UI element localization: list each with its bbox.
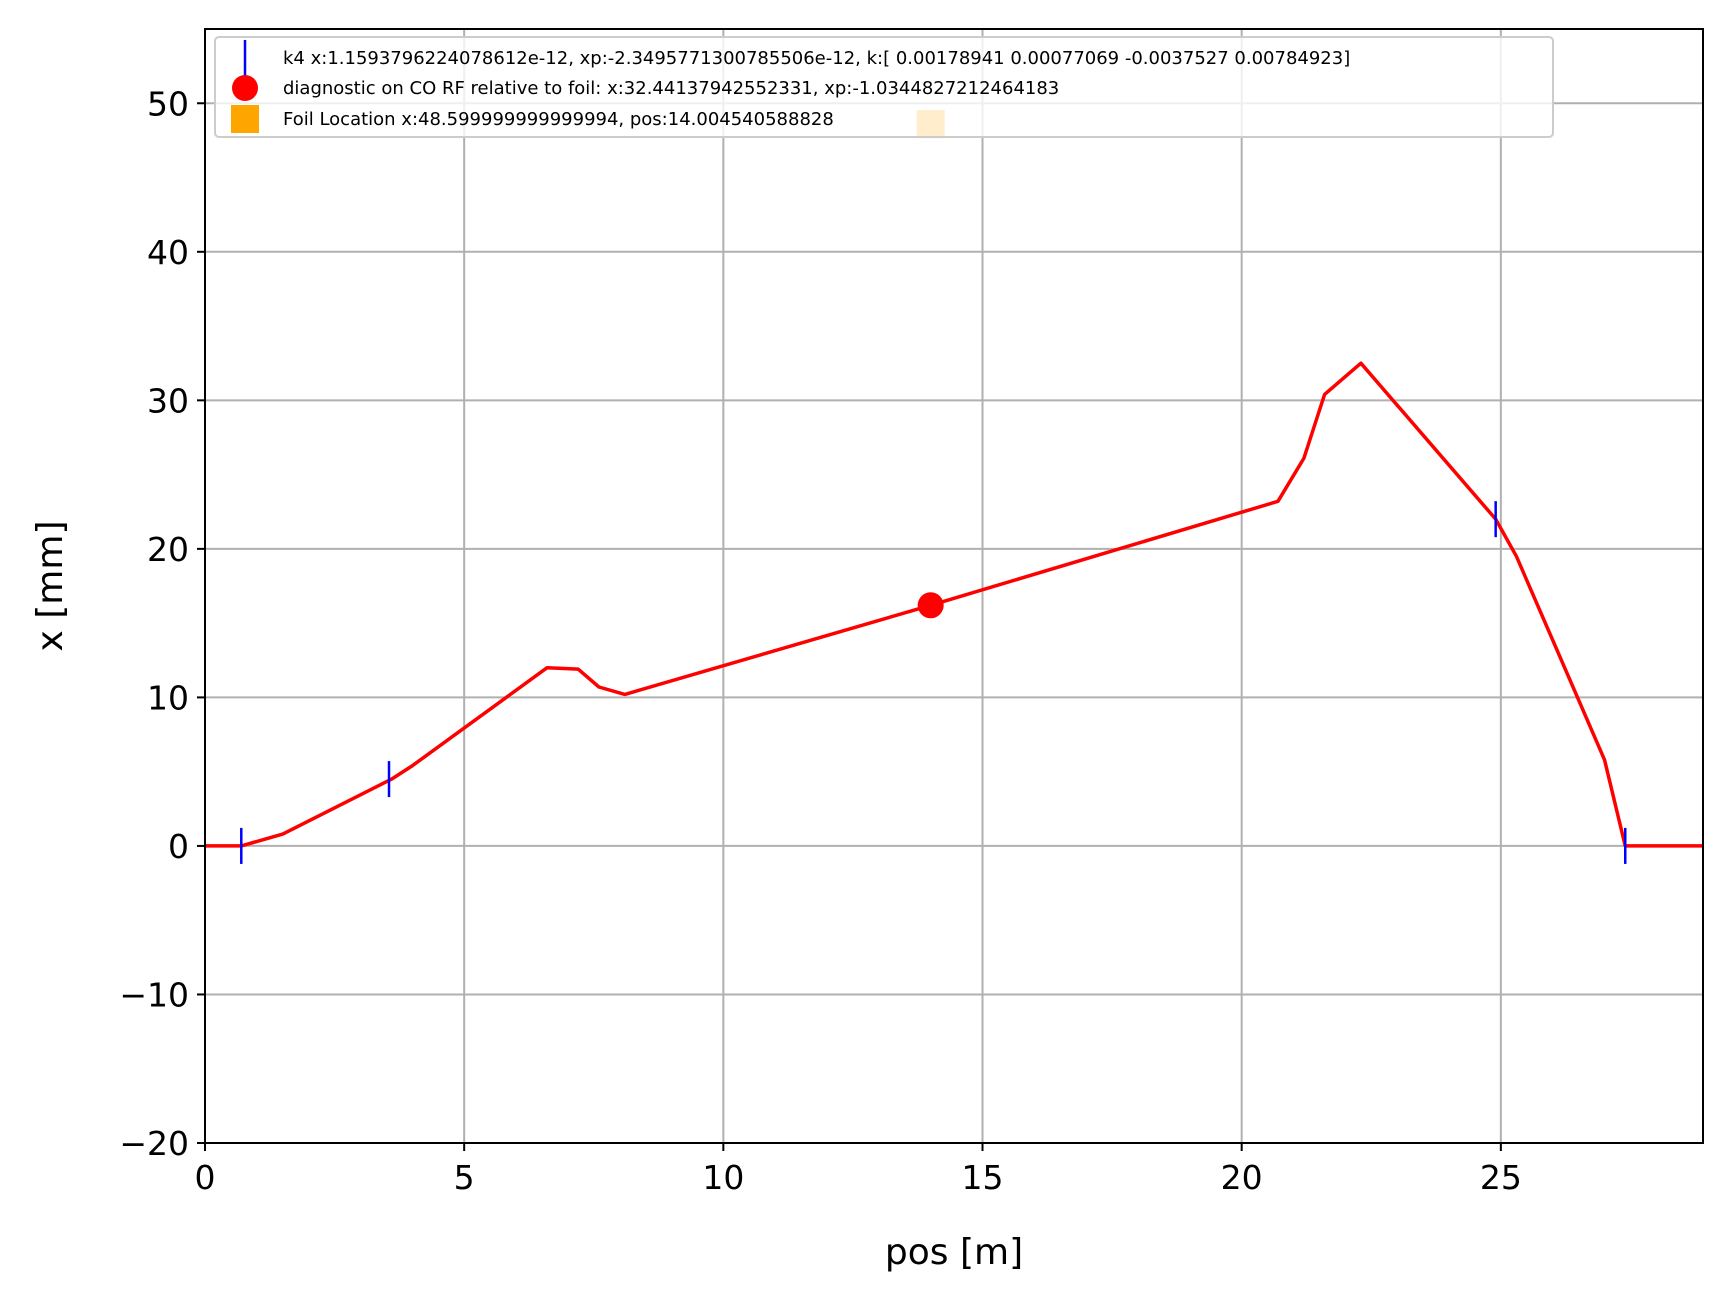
y-tick-label: −20 [119, 1124, 189, 1163]
legend-marker-foil [231, 105, 259, 133]
x-tick-label: 15 [962, 1158, 1004, 1197]
legend: k4 x:1.1593796224078612e-12, xp:-2.34957… [214, 36, 1554, 138]
y-tick-label: −10 [119, 975, 189, 1014]
y-tick-label: 50 [147, 84, 189, 123]
legend-marker-diagnostic [232, 75, 258, 101]
legend-entry-foil: Foil Location x:48.599999999999994, pos:… [283, 109, 834, 130]
x-tick-label: 25 [1480, 1158, 1522, 1197]
x-tick-label: 10 [702, 1158, 744, 1197]
legend-entry-k4: k4 x:1.1593796224078612e-12, xp:-2.34957… [283, 48, 1350, 69]
x-tick-label: 20 [1221, 1158, 1263, 1197]
y-tick-label: 0 [168, 827, 189, 866]
axis-ticks: 0 5 10 15 20 25 −20 −10 0 10 20 30 40 50 [119, 84, 1522, 1197]
y-axis-label: x [mm] [30, 521, 71, 652]
legend-entry-diagnostic: diagnostic on CO RF relative to foil: x:… [283, 78, 1059, 99]
y-tick-label: 10 [147, 678, 189, 717]
y-tick-label: 20 [147, 530, 189, 569]
x-tick-label: 5 [454, 1158, 475, 1197]
plot-frame [204, 28, 1704, 1144]
x-axis-label: pos [m] [885, 1232, 1023, 1273]
y-tick-label: 30 [147, 381, 189, 420]
x-tick-label: 0 [195, 1158, 216, 1197]
legend-box [214, 36, 1554, 138]
y-tick-label: 40 [147, 233, 189, 272]
diagnostic-point [917, 592, 944, 619]
